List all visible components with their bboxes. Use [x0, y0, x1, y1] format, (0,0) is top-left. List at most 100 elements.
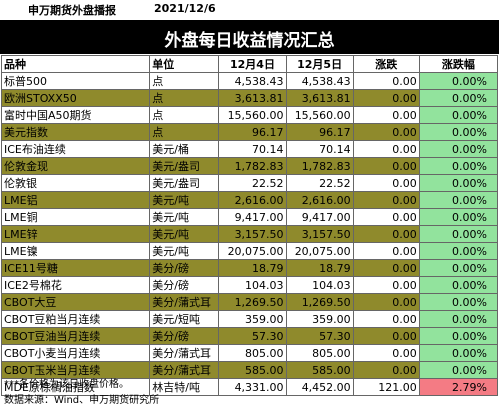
cell-day1: 3,613.81	[218, 89, 287, 107]
cell-name: 标普500	[0, 72, 151, 90]
cell-day2: 15,560.00	[285, 106, 354, 124]
cell-change: 0.00	[352, 344, 420, 362]
cell-day1: 1,269.50	[218, 293, 287, 311]
cell-day1: 805.00	[218, 344, 287, 362]
cell-change: 0.00	[352, 140, 420, 158]
org-name: 申万期货外盘播报	[28, 4, 116, 17]
cell-unit: 美元/短吨	[149, 310, 220, 328]
returns-table: 品种 单位 12月4日 12月5日 涨跌 涨跌幅 标普500 点 4,538.43 4…	[0, 55, 499, 396]
cell-change: 0.00	[352, 72, 420, 90]
cell-day1: 1,782.83	[218, 157, 287, 175]
title-bar: 外盘每日收益情况汇总	[0, 20, 499, 54]
cell-day1: 585.00	[218, 361, 287, 379]
cell-pct: 2.79%	[418, 378, 499, 396]
cell-pct: 0.00%	[418, 208, 499, 226]
table-row: LME镍 美元/吨 20,075.00 20,075.00 0.00 0.00%	[0, 242, 499, 260]
cell-unit: 美分/蒲式耳	[149, 361, 220, 379]
table-row: CBOT玉米当月连续 美分/蒲式耳 585.00 585.00 0.00 0.00%	[0, 361, 499, 379]
table-row: CBOT豆油当月连续 美分/磅 57.30 57.30 0.00 0.00%	[0, 327, 499, 345]
cell-pct: 0.00%	[418, 344, 499, 362]
table-row: 伦敦银 美元/盎司 22.52 22.52 0.00 0.00%	[0, 174, 499, 192]
cell-day2: 805.00	[285, 344, 354, 362]
cell-unit: 美元/吨	[149, 242, 220, 260]
cell-name: 伦敦金现	[0, 157, 151, 175]
cell-day1: 22.52	[218, 174, 287, 192]
table-row: ICE2号棉花 美分/磅 104.03 104.03 0.00 0.00%	[0, 276, 499, 294]
table-row: LME铜 美元/吨 9,417.00 9,417.00 0.00 0.00%	[0, 208, 499, 226]
cell-unit: 美元/盎司	[149, 157, 220, 175]
table-row: 伦敦金现 美元/盎司 1,782.83 1,782.83 0.00 0.00%	[0, 157, 499, 175]
cell-pct: 0.00%	[418, 327, 499, 345]
cell-name: 富时中国A50期货	[0, 106, 151, 124]
cell-pct: 0.00%	[418, 293, 499, 311]
cell-name: LME铜	[0, 208, 151, 226]
cell-name: CBOT豆油当月连续	[0, 327, 151, 345]
table-row: LME锌 美元/吨 3,157.50 3,157.50 0.00 0.00%	[0, 225, 499, 243]
cell-unit: 美元/吨	[149, 208, 220, 226]
cell-unit: 林吉特/吨	[149, 378, 220, 396]
cell-day2: 4,538.43	[285, 72, 354, 90]
cell-pct: 0.00%	[418, 225, 499, 243]
cell-day2: 96.17	[285, 123, 354, 141]
header-row: 品种 单位 12月4日 12月5日 涨跌 涨跌幅	[0, 55, 499, 73]
cell-change: 0.00	[352, 174, 420, 192]
cell-day2: 3,613.81	[285, 89, 354, 107]
cell-name: CBOT小麦当月连续	[0, 344, 151, 362]
cell-change: 0.00	[352, 361, 420, 379]
col-header-day1: 12月4日	[218, 55, 287, 73]
cell-pct: 0.00%	[418, 191, 499, 209]
cell-unit: 美分/磅	[149, 259, 220, 277]
cell-day2: 9,417.00	[285, 208, 354, 226]
cell-unit: 点	[149, 89, 220, 107]
col-header-day2: 12月5日	[285, 55, 354, 73]
cell-day1: 18.79	[218, 259, 287, 277]
cell-day2: 2,616.00	[285, 191, 354, 209]
cell-change: 0.00	[352, 208, 420, 226]
cell-day1: 3,157.50	[218, 225, 287, 243]
cell-day2: 18.79	[285, 259, 354, 277]
cell-unit: 美元/桶	[149, 140, 220, 158]
cell-change: 0.00	[352, 191, 420, 209]
cell-name: 欧洲STOXX50	[0, 89, 151, 107]
cell-unit: 美分/磅	[149, 276, 220, 294]
cell-day2: 70.14	[285, 140, 354, 158]
cell-day1: 2,616.00	[218, 191, 287, 209]
cell-unit: 美元/盎司	[149, 174, 220, 192]
report-date: 2021/12/6	[154, 2, 216, 15]
cell-pct: 0.00%	[418, 72, 499, 90]
cell-name: 伦敦银	[0, 174, 151, 192]
cell-change: 0.00	[352, 310, 420, 328]
cell-pct: 0.00%	[418, 276, 499, 294]
cell-unit: 点	[149, 106, 220, 124]
cell-day1: 20,075.00	[218, 242, 287, 260]
cell-pct: 0.00%	[418, 106, 499, 124]
cell-change: 0.00	[352, 259, 420, 277]
cell-day1: 9,417.00	[218, 208, 287, 226]
table-row: 富时中国A50期货点 15,560.00 15,560.00 0.00 0.00%	[0, 106, 499, 124]
col-header-pct: 涨跌幅	[418, 55, 499, 73]
cell-day2: 359.00	[285, 310, 354, 328]
cell-day2: 3,157.50	[285, 225, 354, 243]
cell-day1: 70.14	[218, 140, 287, 158]
cell-pct: 0.00%	[418, 157, 499, 175]
cell-name: LME锌	[0, 225, 151, 243]
cell-name: ICE2号棉花	[0, 276, 151, 294]
cell-day1: 4,538.43	[218, 72, 287, 90]
cell-day2: 22.52	[285, 174, 354, 192]
cell-name: CBOT玉米当月连续	[0, 361, 151, 379]
cell-change: 0.00	[352, 242, 420, 260]
cell-name: CBOT大豆	[0, 293, 151, 311]
cell-day1: 4,331.00	[218, 378, 287, 396]
cell-change: 0.00	[352, 106, 420, 124]
cell-change: 0.00	[352, 89, 420, 107]
cell-day2: 1,782.83	[285, 157, 354, 175]
cell-day1: 57.30	[218, 327, 287, 345]
report-header: 申万期货外盘播报 2021/12/6	[0, 0, 499, 19]
cell-name: CBOT豆粕当月连续	[0, 310, 151, 328]
col-header-unit: 单位	[149, 55, 220, 73]
cell-pct: 0.00%	[418, 310, 499, 328]
table-body: 标普500 点 4,538.43 4,538.43 0.00 0.00% 欧洲STOXX50…	[0, 72, 499, 396]
cell-name: ICE布油连续	[0, 140, 151, 158]
cell-name: MDE原棕榈油指数	[0, 378, 151, 396]
cell-day2: 585.00	[285, 361, 354, 379]
